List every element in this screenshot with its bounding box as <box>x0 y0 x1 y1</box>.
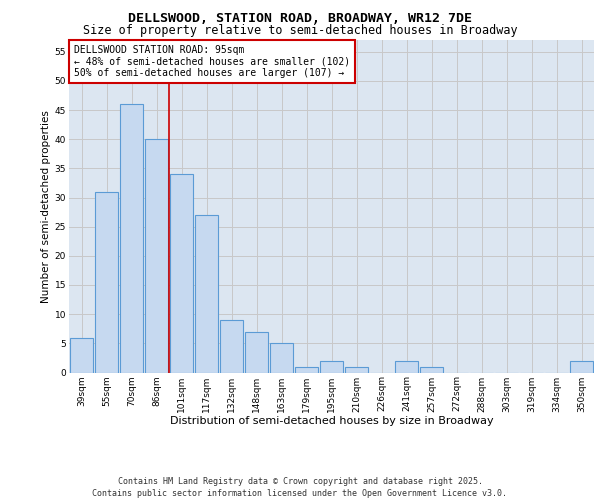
Bar <box>120 104 143 372</box>
Bar <box>70 338 93 372</box>
Bar <box>395 361 418 372</box>
Bar <box>170 174 193 372</box>
Text: Contains HM Land Registry data © Crown copyright and database right 2025.
Contai: Contains HM Land Registry data © Crown c… <box>92 476 508 498</box>
Bar <box>245 332 268 372</box>
Bar <box>320 361 343 372</box>
Bar <box>270 344 293 372</box>
Bar <box>95 192 118 372</box>
Text: Size of property relative to semi-detached houses in Broadway: Size of property relative to semi-detach… <box>83 24 517 37</box>
Y-axis label: Number of semi-detached properties: Number of semi-detached properties <box>41 110 50 302</box>
Bar <box>295 366 318 372</box>
Text: DELLSWOOD STATION ROAD: 95sqm
← 48% of semi-detached houses are smaller (102)
50: DELLSWOOD STATION ROAD: 95sqm ← 48% of s… <box>74 45 350 78</box>
Text: DELLSWOOD, STATION ROAD, BROADWAY, WR12 7DE: DELLSWOOD, STATION ROAD, BROADWAY, WR12 … <box>128 12 472 26</box>
Bar <box>220 320 243 372</box>
Bar <box>195 215 218 372</box>
Bar <box>345 366 368 372</box>
Bar <box>570 361 593 372</box>
Bar <box>420 366 443 372</box>
X-axis label: Distribution of semi-detached houses by size in Broadway: Distribution of semi-detached houses by … <box>170 416 493 426</box>
Bar <box>145 139 168 372</box>
